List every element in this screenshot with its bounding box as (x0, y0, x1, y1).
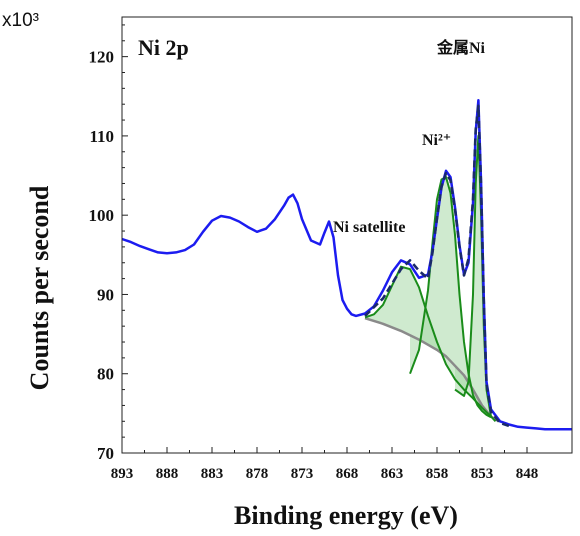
y-tick-label: 100 (89, 206, 115, 225)
annotation-ni-satellite: Ni satellite (333, 219, 405, 236)
y-axis: 70 80 90 100 110 120 (89, 24, 128, 463)
component-line (364, 265, 492, 418)
x-tick-label: 848 (516, 466, 539, 482)
series-layer (121, 98, 572, 431)
x-tick-label: 858 (426, 466, 449, 482)
fit-envelope-line (364, 104, 510, 428)
panel-label: Ni 2p (138, 35, 189, 60)
y-tick-label: 70 (97, 444, 114, 463)
y-axis-title: Counts per second (25, 185, 54, 390)
y-tick-label: 90 (97, 285, 114, 304)
component-fill (455, 135, 496, 422)
x-tick-label: 863 (381, 466, 404, 482)
y-tick-label: 110 (89, 127, 114, 146)
x-tick-label: 878 (246, 466, 269, 482)
raw-spectrum-line (121, 98, 572, 431)
component-fill (410, 177, 491, 418)
multiplier-label: x10³ (2, 10, 39, 31)
y-tick-label: 120 (89, 48, 115, 67)
x-tick-label: 893 (111, 466, 134, 482)
x-tick-label: 868 (336, 466, 359, 482)
x-axis-title: Binding energy (eV) (234, 501, 458, 530)
x-tick-label: 853 (471, 466, 494, 482)
x-tick-label: 873 (291, 466, 314, 482)
annotation-ni2plus: Ni²⁺ (422, 132, 451, 149)
y-tick-label: 80 (97, 365, 114, 384)
x-tick-label: 883 (201, 466, 224, 482)
component-fill-layer (365, 135, 496, 422)
annotation-metallic-ni: 金属Ni (436, 38, 486, 57)
x-axis: 893 888 883 878 873 868 863 858 853 848 (111, 447, 539, 482)
x-tick-label: 888 (156, 466, 179, 482)
